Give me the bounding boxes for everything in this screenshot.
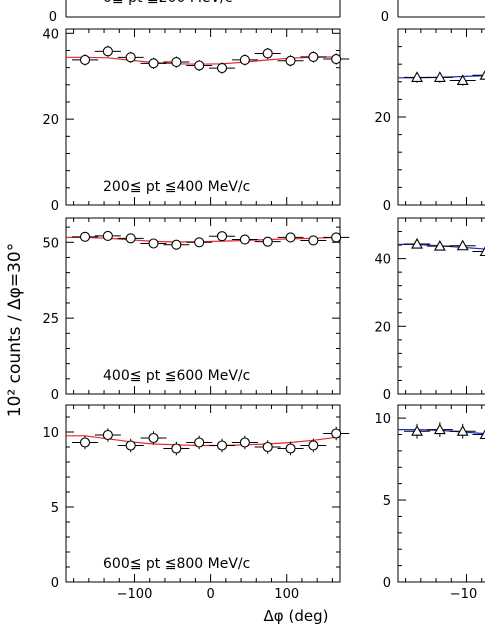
data-point-triangle bbox=[411, 71, 423, 82]
data-point-triangle bbox=[479, 246, 485, 257]
y-tick-label: 0 bbox=[51, 576, 59, 591]
panel-right-1: 0 20 bbox=[374, 28, 485, 214]
y-tick-label: 0 bbox=[383, 576, 391, 591]
top-stub-left: 0 0≦ pt ≦200 MeV/c bbox=[49, 0, 341, 25]
y-axis-label-svg: 10² counts / Δφ=30° bbox=[5, 243, 25, 417]
panel-frame bbox=[397, 28, 485, 206]
data-point-triangle bbox=[479, 429, 485, 440]
data-point-circle bbox=[148, 238, 159, 249]
data-point-circle bbox=[171, 239, 182, 250]
panel-annotation: 600≦ pt ≦800 MeV/c bbox=[103, 556, 250, 572]
data-point-circle bbox=[79, 231, 91, 242]
panel-frame bbox=[397, 217, 485, 395]
data-point-circle bbox=[331, 428, 342, 439]
data-point-circle bbox=[285, 55, 296, 66]
y-tick-label: 0 bbox=[51, 199, 59, 214]
panel-frame bbox=[65, 28, 341, 206]
y-tick-label: 25 bbox=[42, 312, 59, 327]
y-tick-label: 0 bbox=[51, 388, 59, 403]
data-point-circle bbox=[331, 53, 342, 65]
data-point-circle bbox=[171, 443, 182, 454]
x-tick-label-right-partial: −10 bbox=[450, 587, 477, 602]
top-stub-right: 0 bbox=[381, 0, 485, 25]
data-point-circle bbox=[331, 232, 342, 243]
y-tick-label: 10 bbox=[374, 412, 391, 427]
data-point-circle bbox=[216, 440, 228, 451]
data-point-circle bbox=[308, 440, 319, 451]
x-tick-label: 0 bbox=[206, 587, 214, 602]
y-tick-label: 20 bbox=[374, 111, 391, 126]
y-tick-label: 20 bbox=[374, 320, 391, 335]
y-tick-label: 40 bbox=[374, 253, 391, 268]
data-point-circle bbox=[285, 232, 296, 243]
data-point-triangle bbox=[456, 74, 469, 86]
x-axis-label: Δφ (deg) bbox=[264, 607, 329, 625]
data-point-circle bbox=[148, 432, 159, 444]
data-point-circle bbox=[308, 51, 319, 62]
data-point-circle bbox=[125, 233, 136, 244]
data-point-circle bbox=[125, 52, 136, 63]
data-point-circle bbox=[79, 437, 91, 448]
y-axis-label: 10² counts / Δφ=30° bbox=[5, 243, 25, 417]
data-point-circle bbox=[102, 429, 113, 441]
top-stub-left-zero: 0 bbox=[49, 10, 57, 25]
data-point-circle bbox=[148, 58, 159, 69]
data-point-circle bbox=[262, 48, 273, 59]
data-point-triangle bbox=[433, 423, 446, 435]
panel-frame bbox=[65, 404, 341, 583]
panel-left-1: 0 20 40 200≦ pt ≦400 MeV/c bbox=[42, 27, 350, 214]
top-stub-left-annotation: 0≦ pt ≦200 MeV/c bbox=[103, 0, 233, 6]
data-point-circle bbox=[79, 54, 91, 65]
data-point-circle bbox=[308, 235, 319, 246]
x-tick-label: 100 bbox=[274, 587, 299, 602]
data-point-triangle bbox=[433, 71, 446, 82]
y-tick-label: 5 bbox=[51, 501, 59, 516]
data-point-circle bbox=[239, 54, 250, 65]
data-point-circle bbox=[216, 63, 228, 74]
data-point-circle bbox=[102, 46, 113, 57]
panel-frame bbox=[65, 217, 341, 395]
data-point-circle bbox=[262, 441, 273, 453]
data-point-triangle bbox=[479, 70, 485, 80]
y-tick-label: 0 bbox=[383, 388, 391, 403]
y-tick-label: 20 bbox=[42, 113, 59, 128]
x-axis-labels: −100 0 100 −10 Δφ (deg) bbox=[117, 587, 478, 625]
data-point-circle bbox=[125, 440, 136, 451]
data-point-circle bbox=[171, 57, 182, 68]
data-point-triangle bbox=[456, 425, 469, 436]
panel-left-2: 0 25 50 400≦ pt ≦600 MeV/c bbox=[42, 217, 350, 403]
data-point-triangle bbox=[456, 239, 469, 251]
panel-frame bbox=[397, 404, 485, 583]
data-point-triangle bbox=[411, 237, 423, 249]
y-axis-label-container: 10² counts / Δφ=30° bbox=[2, 0, 26, 628]
data-point-triangle bbox=[411, 425, 423, 436]
data-point-circle bbox=[194, 60, 205, 71]
y-tick-label: 50 bbox=[42, 236, 59, 251]
y-tick-label: 10 bbox=[42, 426, 59, 441]
data-point-circle bbox=[102, 230, 113, 241]
panel-right-3: 0 5 10 bbox=[374, 404, 485, 591]
data-point-circle bbox=[194, 237, 205, 248]
y-tick-label: 5 bbox=[383, 494, 391, 509]
y-tick-label: 0 bbox=[383, 199, 391, 214]
data-point-triangle bbox=[433, 239, 446, 251]
panel-right-2: 0 20 40 bbox=[374, 217, 485, 403]
data-point-circle bbox=[194, 437, 205, 448]
x-tick-label: −100 bbox=[117, 587, 153, 602]
data-point-circle bbox=[285, 443, 296, 454]
data-point-circle bbox=[262, 236, 273, 247]
top-stub: 0 0≦ pt ≦200 MeV/c 0 bbox=[49, 0, 485, 25]
panel-left-3: 0 5 10 600≦ pt ≦800 MeV/c bbox=[42, 404, 350, 591]
data-point-circle bbox=[239, 234, 250, 245]
y-tick-label: 40 bbox=[42, 27, 59, 42]
top-stub-right-zero: 0 bbox=[381, 10, 389, 25]
data-point-circle bbox=[239, 437, 250, 448]
panel-annotation: 200≦ pt ≦400 MeV/c bbox=[103, 179, 250, 195]
data-point-circle bbox=[216, 231, 228, 242]
panel-annotation: 400≦ pt ≦600 MeV/c bbox=[103, 368, 250, 384]
